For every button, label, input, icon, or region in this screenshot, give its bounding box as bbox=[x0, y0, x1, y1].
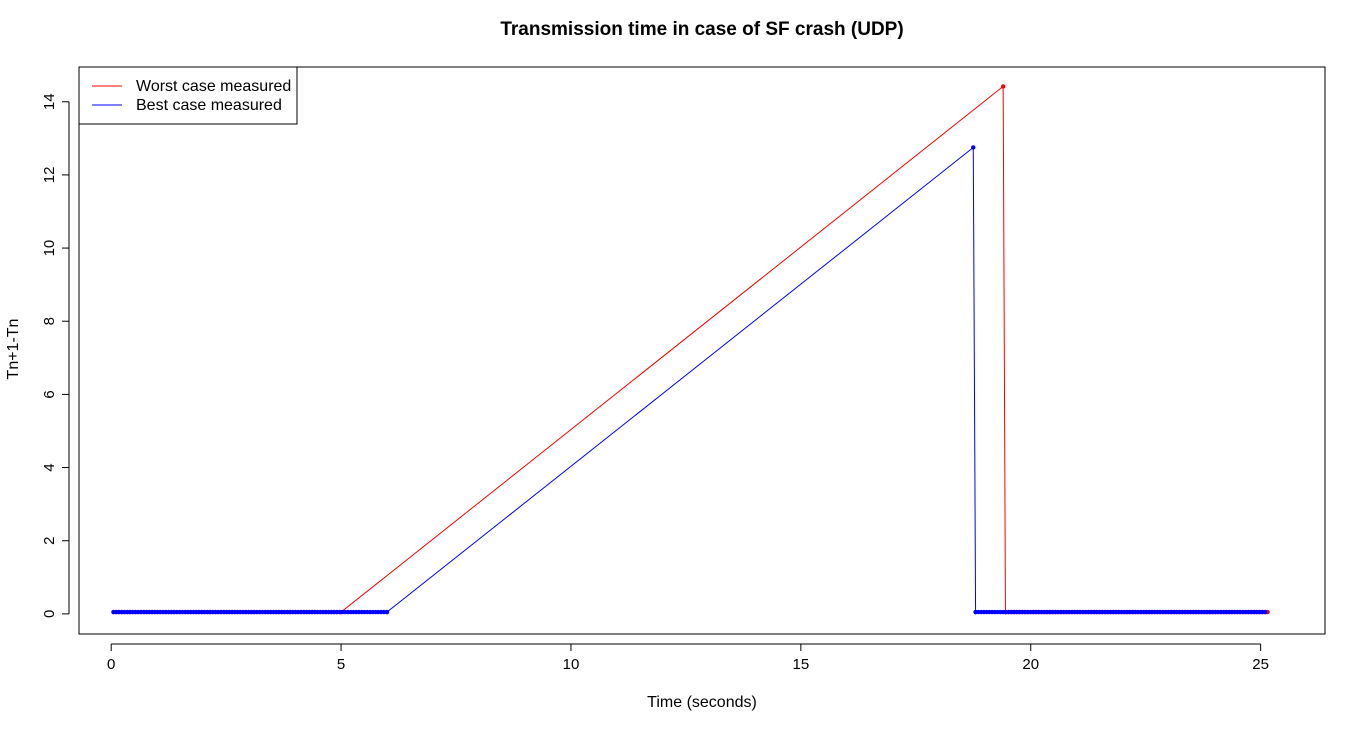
y-tick-label: 4 bbox=[41, 463, 58, 471]
y-axis: 0 2 4 6 8 10 12 14 bbox=[41, 93, 70, 618]
x-tick-label: 20 bbox=[1022, 656, 1039, 673]
legend-label: Worst case measured bbox=[136, 78, 291, 95]
x-tick-label: 25 bbox=[1252, 656, 1269, 673]
series-line bbox=[113, 85, 1268, 613]
y-tick-label: 12 bbox=[41, 167, 58, 184]
series-worst-case bbox=[111, 84, 1270, 615]
chart-legend: Worst case measured Best case measured bbox=[78, 66, 298, 125]
x-tick-label: 0 bbox=[107, 656, 115, 673]
plot-area bbox=[78, 66, 1326, 635]
x-axis: 0 5 10 15 20 25 bbox=[107, 643, 1269, 673]
chart-title: Transmission time in case of SF crash (U… bbox=[500, 19, 903, 40]
series-layer bbox=[111, 84, 1270, 615]
data-point bbox=[1000, 84, 1006, 89]
data-point bbox=[1263, 609, 1268, 615]
plot-frame bbox=[78, 66, 1326, 635]
data-point bbox=[384, 609, 390, 615]
series-best-case bbox=[111, 145, 1268, 615]
y-tick-label: 2 bbox=[41, 537, 58, 545]
x-axis-label: Time (seconds) bbox=[647, 694, 757, 711]
legend-box bbox=[78, 66, 298, 125]
y-tick-label: 14 bbox=[41, 93, 58, 110]
y-tick-label: 0 bbox=[41, 610, 58, 618]
y-tick-label: 8 bbox=[41, 317, 58, 325]
x-tick-label: 10 bbox=[563, 656, 580, 673]
series-line bbox=[113, 146, 1266, 613]
x-tick-label: 15 bbox=[793, 656, 810, 673]
y-tick-label: 6 bbox=[41, 390, 58, 398]
x-tick-label: 5 bbox=[337, 656, 345, 673]
data-point bbox=[971, 145, 976, 150]
legend-label: Best case measured bbox=[136, 97, 282, 114]
y-tick-label: 10 bbox=[41, 240, 58, 257]
y-axis-label: Tn+1-Tn bbox=[5, 319, 22, 380]
